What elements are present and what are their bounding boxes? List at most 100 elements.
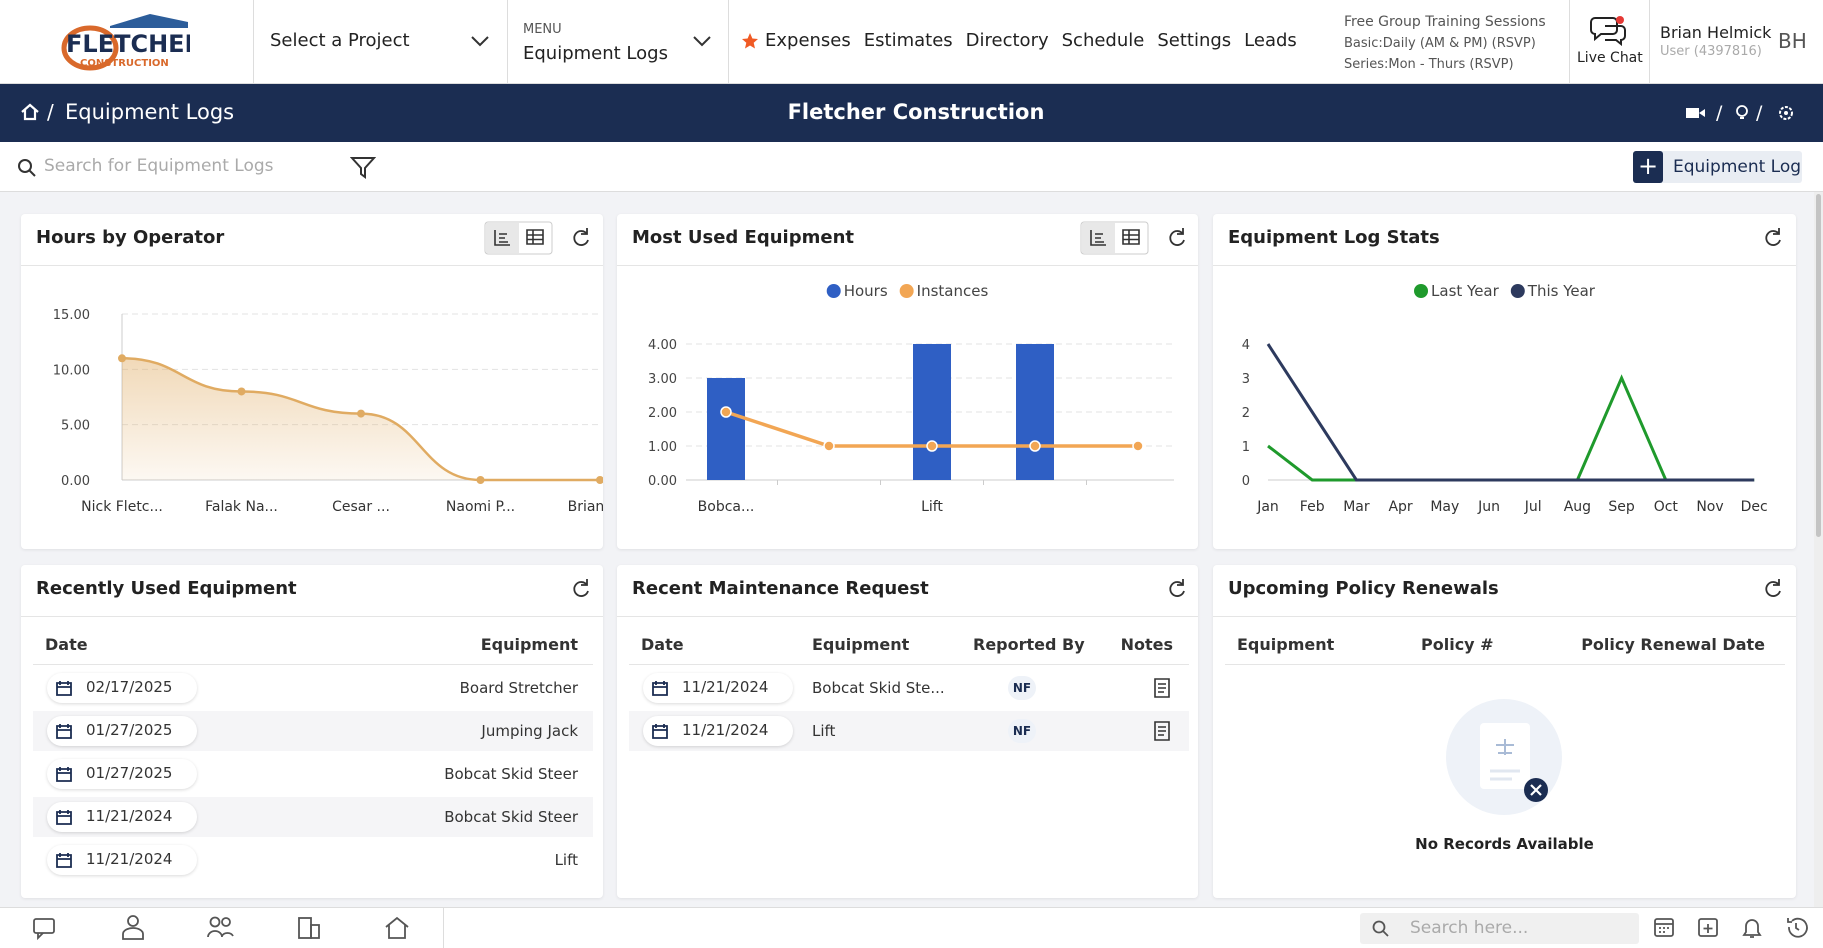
bottom-bar: Search here... <box>0 907 1823 948</box>
legend-marker <box>899 284 914 298</box>
x-tick-label: Naomi P... <box>446 499 515 515</box>
nav-item[interactable]: Estimates <box>863 30 953 51</box>
bottom-search[interactable]: Search here... <box>1360 913 1639 944</box>
point <box>596 476 603 484</box>
panel-icons <box>1169 579 1185 597</box>
chevron[interactable] <box>470 34 490 48</box>
logo-sub: CONSTRUCTION <box>80 58 169 69</box>
column-header: Date <box>641 635 684 654</box>
calendar-icon <box>56 810 72 825</box>
notes <box>1154 721 1170 741</box>
refresh-icon[interactable] <box>573 228 589 246</box>
calendar <box>652 724 668 739</box>
search-input[interactable]: Search for Equipment Logs <box>44 156 274 176</box>
x-tick-label: Nov <box>1696 499 1723 515</box>
bar <box>913 344 951 480</box>
x-tick-label: Apr <box>1388 499 1412 515</box>
header-line <box>1225 664 1785 665</box>
y-tick-label: 1 <box>1242 440 1250 455</box>
x-tick-label: Oct <box>1654 499 1679 515</box>
point <box>720 406 732 418</box>
notes-icon[interactable] <box>1153 678 1171 698</box>
chart-icon <box>1090 230 1106 246</box>
x-tick-label: Bobca... <box>698 499 755 515</box>
bar <box>1016 344 1054 480</box>
nav-item[interactable]: Schedule <box>1061 30 1145 51</box>
y-tick-label: 4 <box>1242 338 1250 353</box>
x-tick-label: Brian H... <box>568 499 603 515</box>
date: 02/17/2025 <box>86 678 173 696</box>
title-icons[interactable]: / / <box>1684 102 1794 124</box>
divider <box>1213 265 1796 266</box>
chat-icon[interactable] <box>1589 12 1629 46</box>
calendar <box>56 810 72 825</box>
table-row: 01/27/2025 Bobcat Skid Steer <box>33 754 593 794</box>
equipment: Lift <box>554 851 578 869</box>
refresh-icon[interactable] <box>1765 579 1781 597</box>
refresh-icon[interactable] <box>1169 228 1185 246</box>
table-icon[interactable] <box>1122 229 1140 245</box>
x-tick-label: Dec <box>1741 499 1768 515</box>
refresh-icon[interactable] <box>1765 228 1781 246</box>
x-tick-label: Jun <box>1477 499 1500 515</box>
panel-title: Recent Maintenance Request <box>632 578 929 599</box>
breadcrumb[interactable]: Equipment Logs <box>65 100 235 124</box>
calendar <box>56 681 72 696</box>
calendar-icon <box>56 767 72 782</box>
y-tick-label: 0 <box>1242 474 1250 489</box>
star-icon <box>742 33 758 49</box>
bottom-icons[interactable] <box>0 908 460 948</box>
live-chat[interactable]: Live Chat <box>1577 50 1643 66</box>
equipment: Bobcat Skid Steer <box>444 808 578 826</box>
x-tick-label: Mar <box>1343 499 1370 515</box>
calendar-icon <box>652 681 668 696</box>
calendar-icon <box>56 853 72 868</box>
column-header: Notes <box>1120 635 1173 654</box>
filter-icon[interactable] <box>350 156 376 180</box>
date-chip: 01/27/2025 <box>47 759 197 789</box>
project-select[interactable]: Select a Project <box>270 30 410 51</box>
legend: Last Year This Year <box>1414 282 1596 300</box>
logo-text: FLETCHER <box>66 30 190 58</box>
date-chip: 11/21/2024 <box>47 845 197 875</box>
home-icon[interactable] <box>20 103 40 121</box>
panel-title: Recently Used Equipment <box>36 578 297 599</box>
date: 11/21/2024 <box>86 850 173 868</box>
user-name[interactable]: Brian Helmick <box>1660 23 1772 42</box>
divider <box>1649 0 1650 84</box>
legend-marker <box>826 284 841 298</box>
scrollbar[interactable] <box>1814 192 1823 907</box>
legend-label: This Year <box>1527 282 1596 300</box>
date-chip: 01/27/2025 <box>47 716 197 746</box>
nav-item[interactable]: Directory <box>965 30 1049 51</box>
equipment: Lift <box>812 722 836 740</box>
svg-text:/: / <box>1756 102 1763 124</box>
date: 11/21/2024 <box>86 807 173 825</box>
point <box>118 354 126 363</box>
panel: Recently Used Equipment Date Equipment 02/… <box>21 565 603 898</box>
training-line: Series:Mon - Thurs (RSVP) <box>1344 57 1514 72</box>
x-tick-label: Jul <box>1524 499 1542 515</box>
divider <box>617 265 1198 266</box>
x-tick-label: Aug <box>1564 499 1591 515</box>
training-line: Free Group Training Sessions <box>1344 14 1546 30</box>
bottom-right-icons[interactable] <box>1650 908 1823 948</box>
add-button[interactable]: + Equipment Log <box>1633 151 1802 183</box>
nav-item[interactable]: Leads <box>1244 30 1297 51</box>
chart-icon <box>494 230 510 246</box>
column-header: Date <box>45 635 88 654</box>
chevron[interactable] <box>692 34 712 48</box>
nav-item[interactable]: Settings <box>1157 30 1232 51</box>
date: 01/27/2025 <box>86 764 173 782</box>
date: 11/21/2024 <box>682 678 769 696</box>
table-icon[interactable] <box>526 229 544 245</box>
table-row: 11/21/2024 Bobcat Skid Steer <box>33 797 593 837</box>
notes-icon[interactable] <box>1153 721 1171 741</box>
logo[interactable]: FLETCHER CONSTRUCTION <box>50 12 190 72</box>
menu-value[interactable]: Equipment Logs <box>523 43 668 64</box>
nav-item[interactable]: Expenses <box>765 30 851 51</box>
refresh-icon[interactable] <box>573 579 589 597</box>
line <box>1267 374 1755 482</box>
user-initials[interactable]: BH <box>1778 29 1807 53</box>
refresh-icon[interactable] <box>1169 579 1185 597</box>
